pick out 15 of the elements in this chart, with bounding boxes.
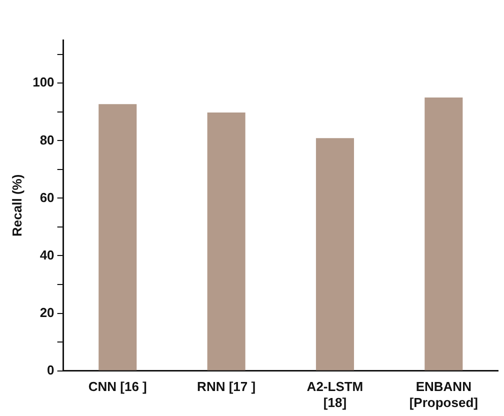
bar xyxy=(98,104,137,370)
x-tick-label: RNN [17 ] xyxy=(197,379,256,394)
bar xyxy=(424,98,463,370)
y-tick-label: 40 xyxy=(40,247,54,262)
x-tick-label: ENBANN [Proposed] xyxy=(409,379,478,410)
y-axis-title: Recall (%) xyxy=(9,174,24,236)
y-tick-label: 100 xyxy=(32,74,54,90)
bar xyxy=(316,138,354,370)
x-tick-label: A2-LSTM [18] xyxy=(306,379,364,410)
y-tick-label: 80 xyxy=(40,132,54,148)
bar xyxy=(207,112,246,370)
x-tick-label: CNN [16 ] xyxy=(88,379,147,394)
y-tick-label: 0 xyxy=(47,362,54,378)
y-tick-label: 20 xyxy=(40,304,54,320)
y-tick-label: 60 xyxy=(40,190,54,205)
